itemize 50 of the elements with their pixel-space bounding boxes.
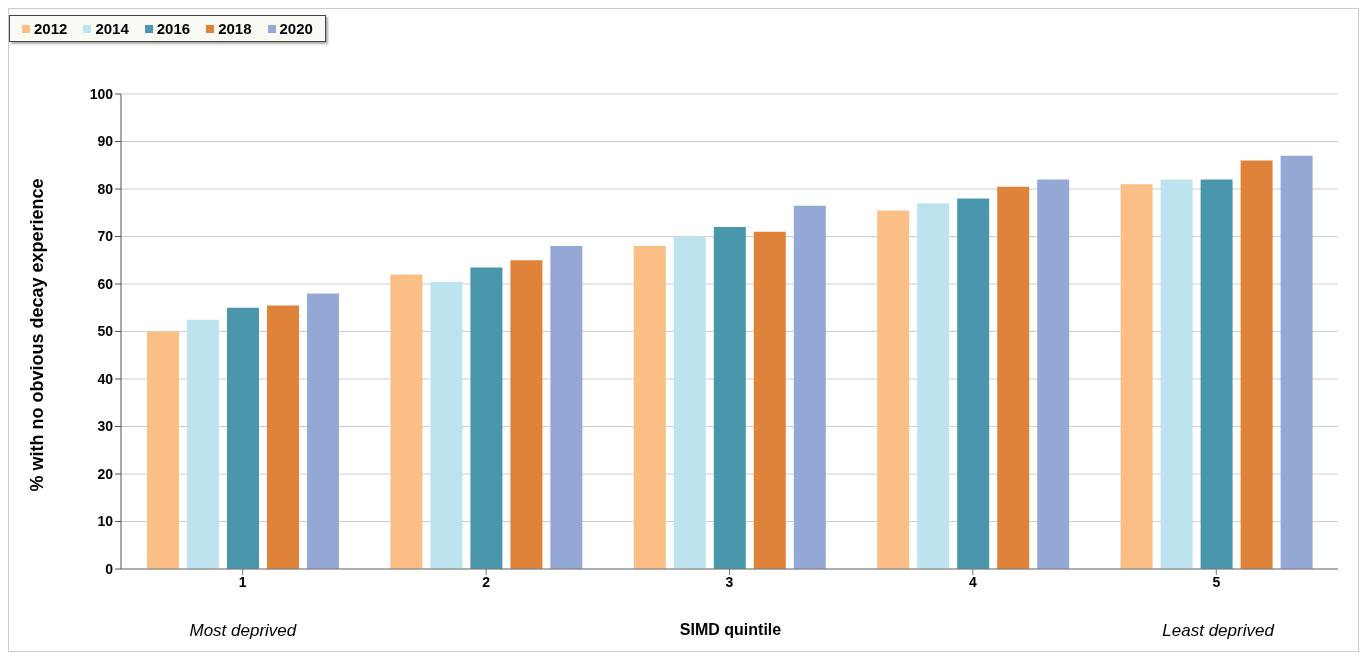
bar: [1200, 179, 1233, 569]
bar: [917, 203, 950, 569]
y-tick-label: 90: [97, 133, 114, 150]
bar: [1037, 179, 1070, 569]
bar: [1120, 184, 1153, 569]
y-tick-label: 10: [97, 513, 114, 530]
y-tick-label: 60: [97, 275, 114, 292]
bar: [957, 198, 990, 569]
y-tick-label: 40: [97, 370, 114, 387]
x-tick-label: 4: [969, 573, 977, 590]
bar: [147, 331, 179, 569]
bar: [227, 307, 259, 569]
y-tick-label: 80: [97, 180, 114, 197]
bar: [307, 293, 339, 569]
y-tick-label: 70: [97, 228, 114, 245]
text: Most deprived: [189, 621, 297, 641]
bar: [510, 260, 543, 569]
bar: [1280, 155, 1313, 569]
bar: [793, 205, 826, 569]
x-tick-label: 3: [725, 573, 734, 590]
bar: [713, 227, 746, 569]
bar: [997, 186, 1030, 569]
y-tick-label: 20: [97, 465, 114, 482]
legend-label: 2020: [278, 20, 313, 37]
bar: [187, 319, 219, 569]
bar: [470, 267, 503, 569]
legend-label: 2016: [155, 20, 191, 37]
y-tick-label: 0: [105, 560, 114, 577]
bar: [877, 210, 910, 569]
bar: [673, 236, 706, 569]
bar: [1240, 160, 1273, 569]
legend-label: 2014: [94, 20, 129, 37]
x-axis-title: SIMD quintile: [679, 621, 782, 639]
bar: [633, 246, 666, 569]
y-axis-title: % with no obvious decay experience: [27, 178, 48, 492]
bar: [550, 246, 583, 569]
x-tick-label: 2: [482, 573, 491, 590]
bar: [1160, 179, 1193, 569]
text: Least deprived: [1162, 621, 1274, 641]
y-tick-label: 30: [97, 418, 114, 435]
y-tick-label: 50: [97, 323, 114, 340]
bar: [267, 305, 299, 569]
legend-label: 2018: [217, 20, 252, 37]
bar: [390, 274, 423, 569]
y-tick-label: 100: [89, 85, 114, 102]
x-tick-label: 5: [1212, 573, 1221, 590]
x-tick-label: 1: [238, 573, 247, 590]
bar: [430, 281, 463, 569]
bar: [753, 231, 786, 569]
legend-label: 2012: [33, 20, 68, 37]
